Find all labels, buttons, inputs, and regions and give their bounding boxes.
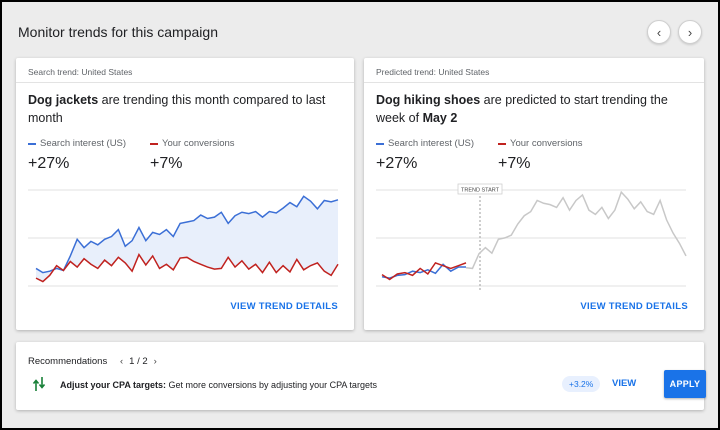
trend-keyword: Dog jackets xyxy=(28,93,99,107)
series-line-conversions xyxy=(381,261,467,281)
cpa-trend-icon xyxy=(32,377,46,391)
apply-button[interactable]: APPLY xyxy=(664,370,706,398)
recommendations-title: Recommendations xyxy=(28,356,108,367)
card-label: Search trend: United States xyxy=(28,67,133,77)
recommendation-description: Get more conversions by adjusting your C… xyxy=(166,380,377,390)
legend-label: Your conversions xyxy=(510,138,583,149)
legend-conversions: Your conversions xyxy=(150,138,235,149)
search-interest-value: +27% xyxy=(376,155,418,172)
chevron-left-icon[interactable]: ‹ xyxy=(120,356,124,367)
trend-start-label: TREND START xyxy=(461,188,500,194)
page-indicator: 1 / 2 xyxy=(129,356,148,367)
legend-conversions: Your conversions xyxy=(498,138,583,149)
uplift-badge: +3.2% xyxy=(562,376,601,392)
legend-label: Search interest (US) xyxy=(388,138,475,149)
legend-swatch xyxy=(498,142,506,145)
series-line-search-interest xyxy=(35,195,339,274)
search-interest-value: +27% xyxy=(28,155,70,172)
recommendation-headline: Adjust your CPA targets: xyxy=(60,380,167,390)
legend-search-interest: Search interest (US) xyxy=(28,138,126,149)
view-trend-details-link[interactable]: VIEW TREND DETAILS xyxy=(580,301,688,312)
legend-label: Search interest (US) xyxy=(40,138,127,149)
search-trend-chart xyxy=(28,189,339,287)
legend-swatch xyxy=(376,142,384,145)
view-button[interactable]: VIEW xyxy=(612,378,637,389)
card-title: Dog jackets are trending this month comp… xyxy=(28,91,338,127)
series-line-conversions xyxy=(35,252,339,283)
card-title: Dog hiking shoes are predicted to start … xyxy=(376,91,686,127)
page-title: Monitor trends for this campaign xyxy=(18,24,218,40)
chevron-left-icon: ‹ xyxy=(656,24,662,40)
next-button[interactable]: › xyxy=(678,20,702,44)
chevron-right-icon: › xyxy=(687,24,693,40)
trend-date: May 2 xyxy=(422,111,458,125)
legend-search-interest: Search interest (US) xyxy=(376,138,474,149)
trend-description: are trending this month compared to last… xyxy=(28,93,326,125)
recommendations-pager: ‹ 1 / 2 › xyxy=(120,356,157,367)
divider xyxy=(16,82,354,83)
predicted-trend-chart: TREND START xyxy=(376,183,687,292)
predicted-trend-card: Predicted trend: United States Dog hikin… xyxy=(364,58,704,330)
recommendations-card: Recommendations ‹ 1 / 2 › Adjust your CP… xyxy=(16,342,706,410)
series-line-predicted xyxy=(465,190,687,270)
conversions-value: +7% xyxy=(498,155,531,172)
recommendation-text: Adjust your CPA targets: Get more conver… xyxy=(60,380,377,390)
prev-button[interactable]: ‹ xyxy=(647,20,671,44)
trend-description: are predicted to start trending the week… xyxy=(376,93,668,125)
legend-swatch xyxy=(28,142,36,145)
view-trend-details-link[interactable]: VIEW TREND DETAILS xyxy=(230,301,338,312)
card-label: Predicted trend: United States xyxy=(376,67,490,77)
legend-label: Your conversions xyxy=(162,138,235,149)
legend-swatch xyxy=(150,142,158,145)
search-trend-card: Search trend: United States Dog jackets … xyxy=(16,58,354,330)
conversions-value: +7% xyxy=(150,155,183,172)
trend-keyword: Dog hiking shoes xyxy=(376,93,481,107)
divider xyxy=(364,82,704,83)
chevron-right-icon[interactable]: › xyxy=(153,356,157,367)
series-area xyxy=(36,196,338,282)
trend-start-tag xyxy=(457,183,503,195)
